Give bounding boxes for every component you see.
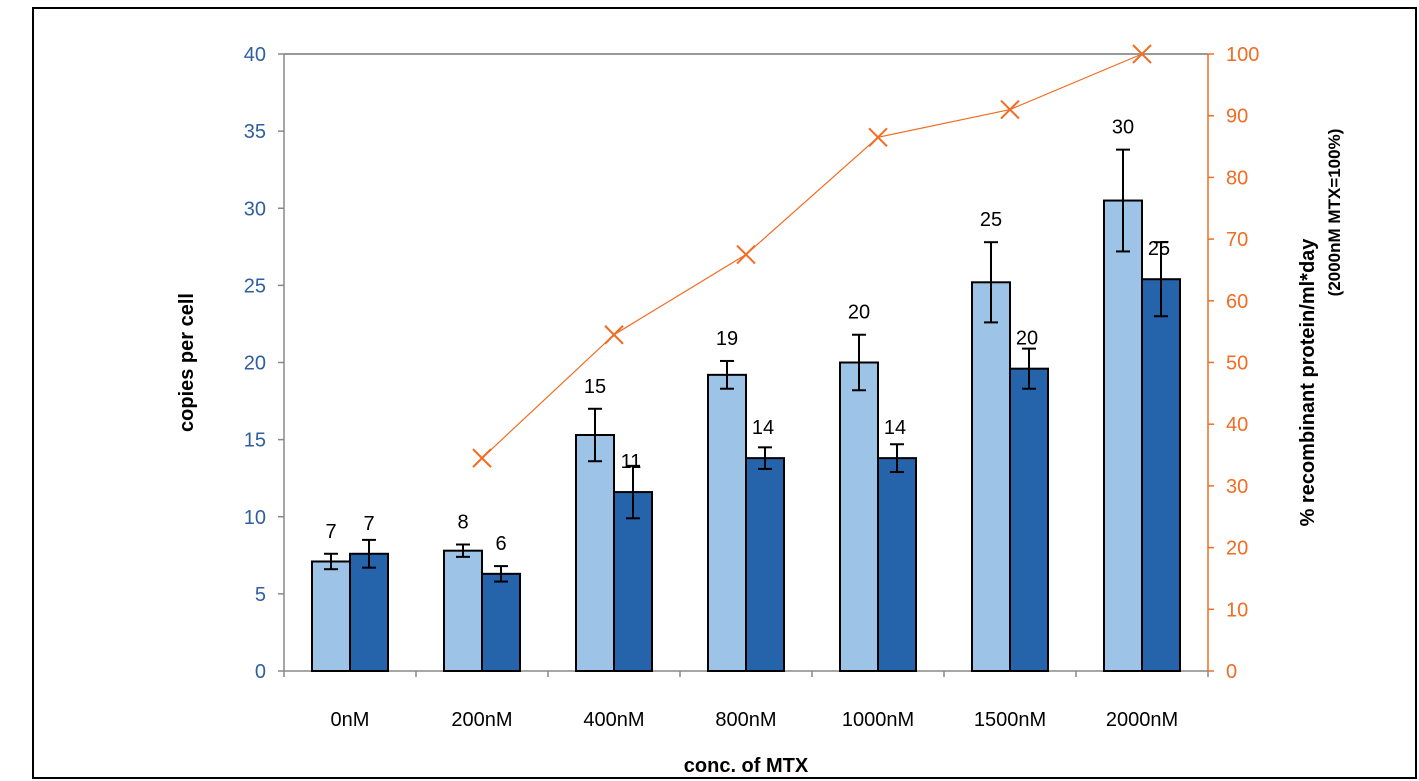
bar: [1141, 278, 1181, 672]
data-label: 6: [495, 533, 506, 555]
data-label: 7: [363, 513, 374, 535]
y2-tick-label: 70: [1226, 229, 1248, 251]
x-marker: [472, 448, 492, 468]
y-tick-label: 40: [244, 44, 266, 66]
x-tick-label: 800nM: [715, 709, 776, 731]
x-tick-label: 1000nM: [842, 709, 914, 731]
y-axis-title: copies per cell: [176, 293, 198, 432]
x-marker: [1000, 99, 1020, 120]
x-tick-label: 200nM: [451, 709, 512, 731]
data-label: 14: [884, 417, 906, 439]
x-tick-label: 1500nM: [974, 709, 1046, 731]
y-tick-label: 10: [244, 507, 266, 529]
y2-tick-label: 90: [1226, 106, 1248, 128]
data-label: 20: [1016, 328, 1038, 350]
y2-tick-label: 30: [1226, 476, 1248, 498]
x-marker-stroke: [1000, 99, 1020, 120]
data-label: 8: [457, 512, 468, 534]
y2-tick-label: 10: [1226, 599, 1248, 621]
line-series: [481, 53, 1143, 459]
y-tick-label: 15: [244, 430, 266, 452]
bar: [971, 281, 1011, 672]
bar: [613, 491, 653, 672]
y-tick-label: 0: [255, 661, 266, 683]
bar: [575, 433, 615, 672]
y2-tick-label: 60: [1226, 291, 1248, 313]
x-axis-title: conc. of MTX: [684, 755, 809, 777]
bar: [707, 373, 747, 672]
y-tick-label: 35: [244, 121, 266, 143]
plot-area: 051015202530354001020304050607080901000n…: [244, 44, 1260, 731]
bar: [443, 549, 483, 672]
y2-tick-label: 0: [1226, 661, 1237, 683]
x-marker-stroke: [472, 448, 492, 468]
bar: [745, 457, 785, 673]
data-label: 14: [752, 417, 774, 439]
x-marker-stroke: [1132, 44, 1152, 64]
data-label: 19: [716, 328, 738, 350]
y-tick-label: 5: [255, 584, 266, 606]
y2-axis-subtitle: (2000nM MTX=100%): [1325, 129, 1344, 297]
x-tick-label: 0nM: [331, 709, 370, 731]
x-marker-stroke: [868, 127, 888, 148]
x-marker: [868, 127, 888, 148]
data-label: 15: [584, 376, 606, 398]
data-label: 30: [1112, 117, 1134, 139]
data-label: 7: [325, 521, 336, 543]
x-tick-label: 400nM: [583, 709, 644, 731]
x-marker: [736, 244, 756, 265]
bar: [877, 457, 917, 673]
bar: [1009, 367, 1049, 672]
x-marker-stroke: [604, 325, 624, 345]
x-marker: [604, 325, 624, 345]
y2-tick-label: 80: [1226, 167, 1248, 189]
data-label: 20: [848, 302, 870, 324]
y2-tick-label: 20: [1226, 538, 1248, 560]
x-marker: [1132, 44, 1152, 64]
y2-axis-title: % recombinant protein/ml*day: [1297, 238, 1319, 527]
bar: [839, 361, 879, 672]
x-tick-label: 2000nM: [1106, 709, 1178, 731]
y-tick-label: 25: [244, 275, 266, 297]
x-marker-stroke: [736, 244, 756, 265]
bar: [349, 552, 389, 673]
bar: [311, 560, 351, 672]
y-tick-label: 20: [244, 353, 266, 375]
y2-tick-label: 50: [1226, 353, 1248, 375]
bar: [1103, 199, 1143, 672]
bar: [481, 572, 521, 673]
y2-tick-label: 100: [1226, 44, 1259, 66]
data-label: 25: [1148, 238, 1170, 260]
data-label: 11: [621, 451, 642, 473]
data-label: 25: [980, 209, 1002, 231]
y-tick-label: 30: [244, 198, 266, 220]
y2-tick-label: 40: [1226, 414, 1248, 436]
